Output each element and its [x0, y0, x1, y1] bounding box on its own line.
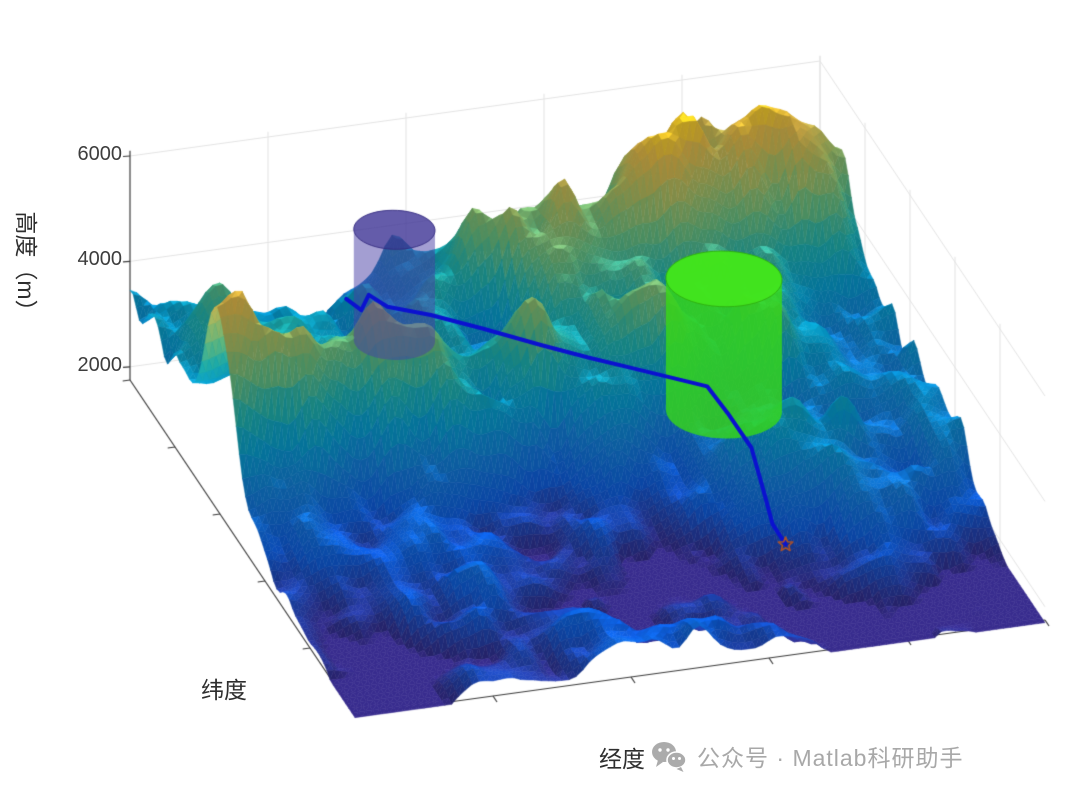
x-axis-label: 经度 — [599, 746, 645, 772]
watermark-text: 公众号 · Matlab科研助手 — [697, 745, 964, 771]
y-axis-label: 纬度 — [201, 677, 247, 703]
wechat-icon — [652, 742, 687, 772]
z-tick-label: 2000 — [77, 354, 123, 376]
z-tick-label: 4000 — [77, 248, 123, 270]
watermark: 公众号 · Matlab科研助手 — [650, 739, 963, 773]
z-axis-label: 高度（m） — [13, 211, 39, 323]
z-tick-label: 6000 — [77, 143, 123, 165]
